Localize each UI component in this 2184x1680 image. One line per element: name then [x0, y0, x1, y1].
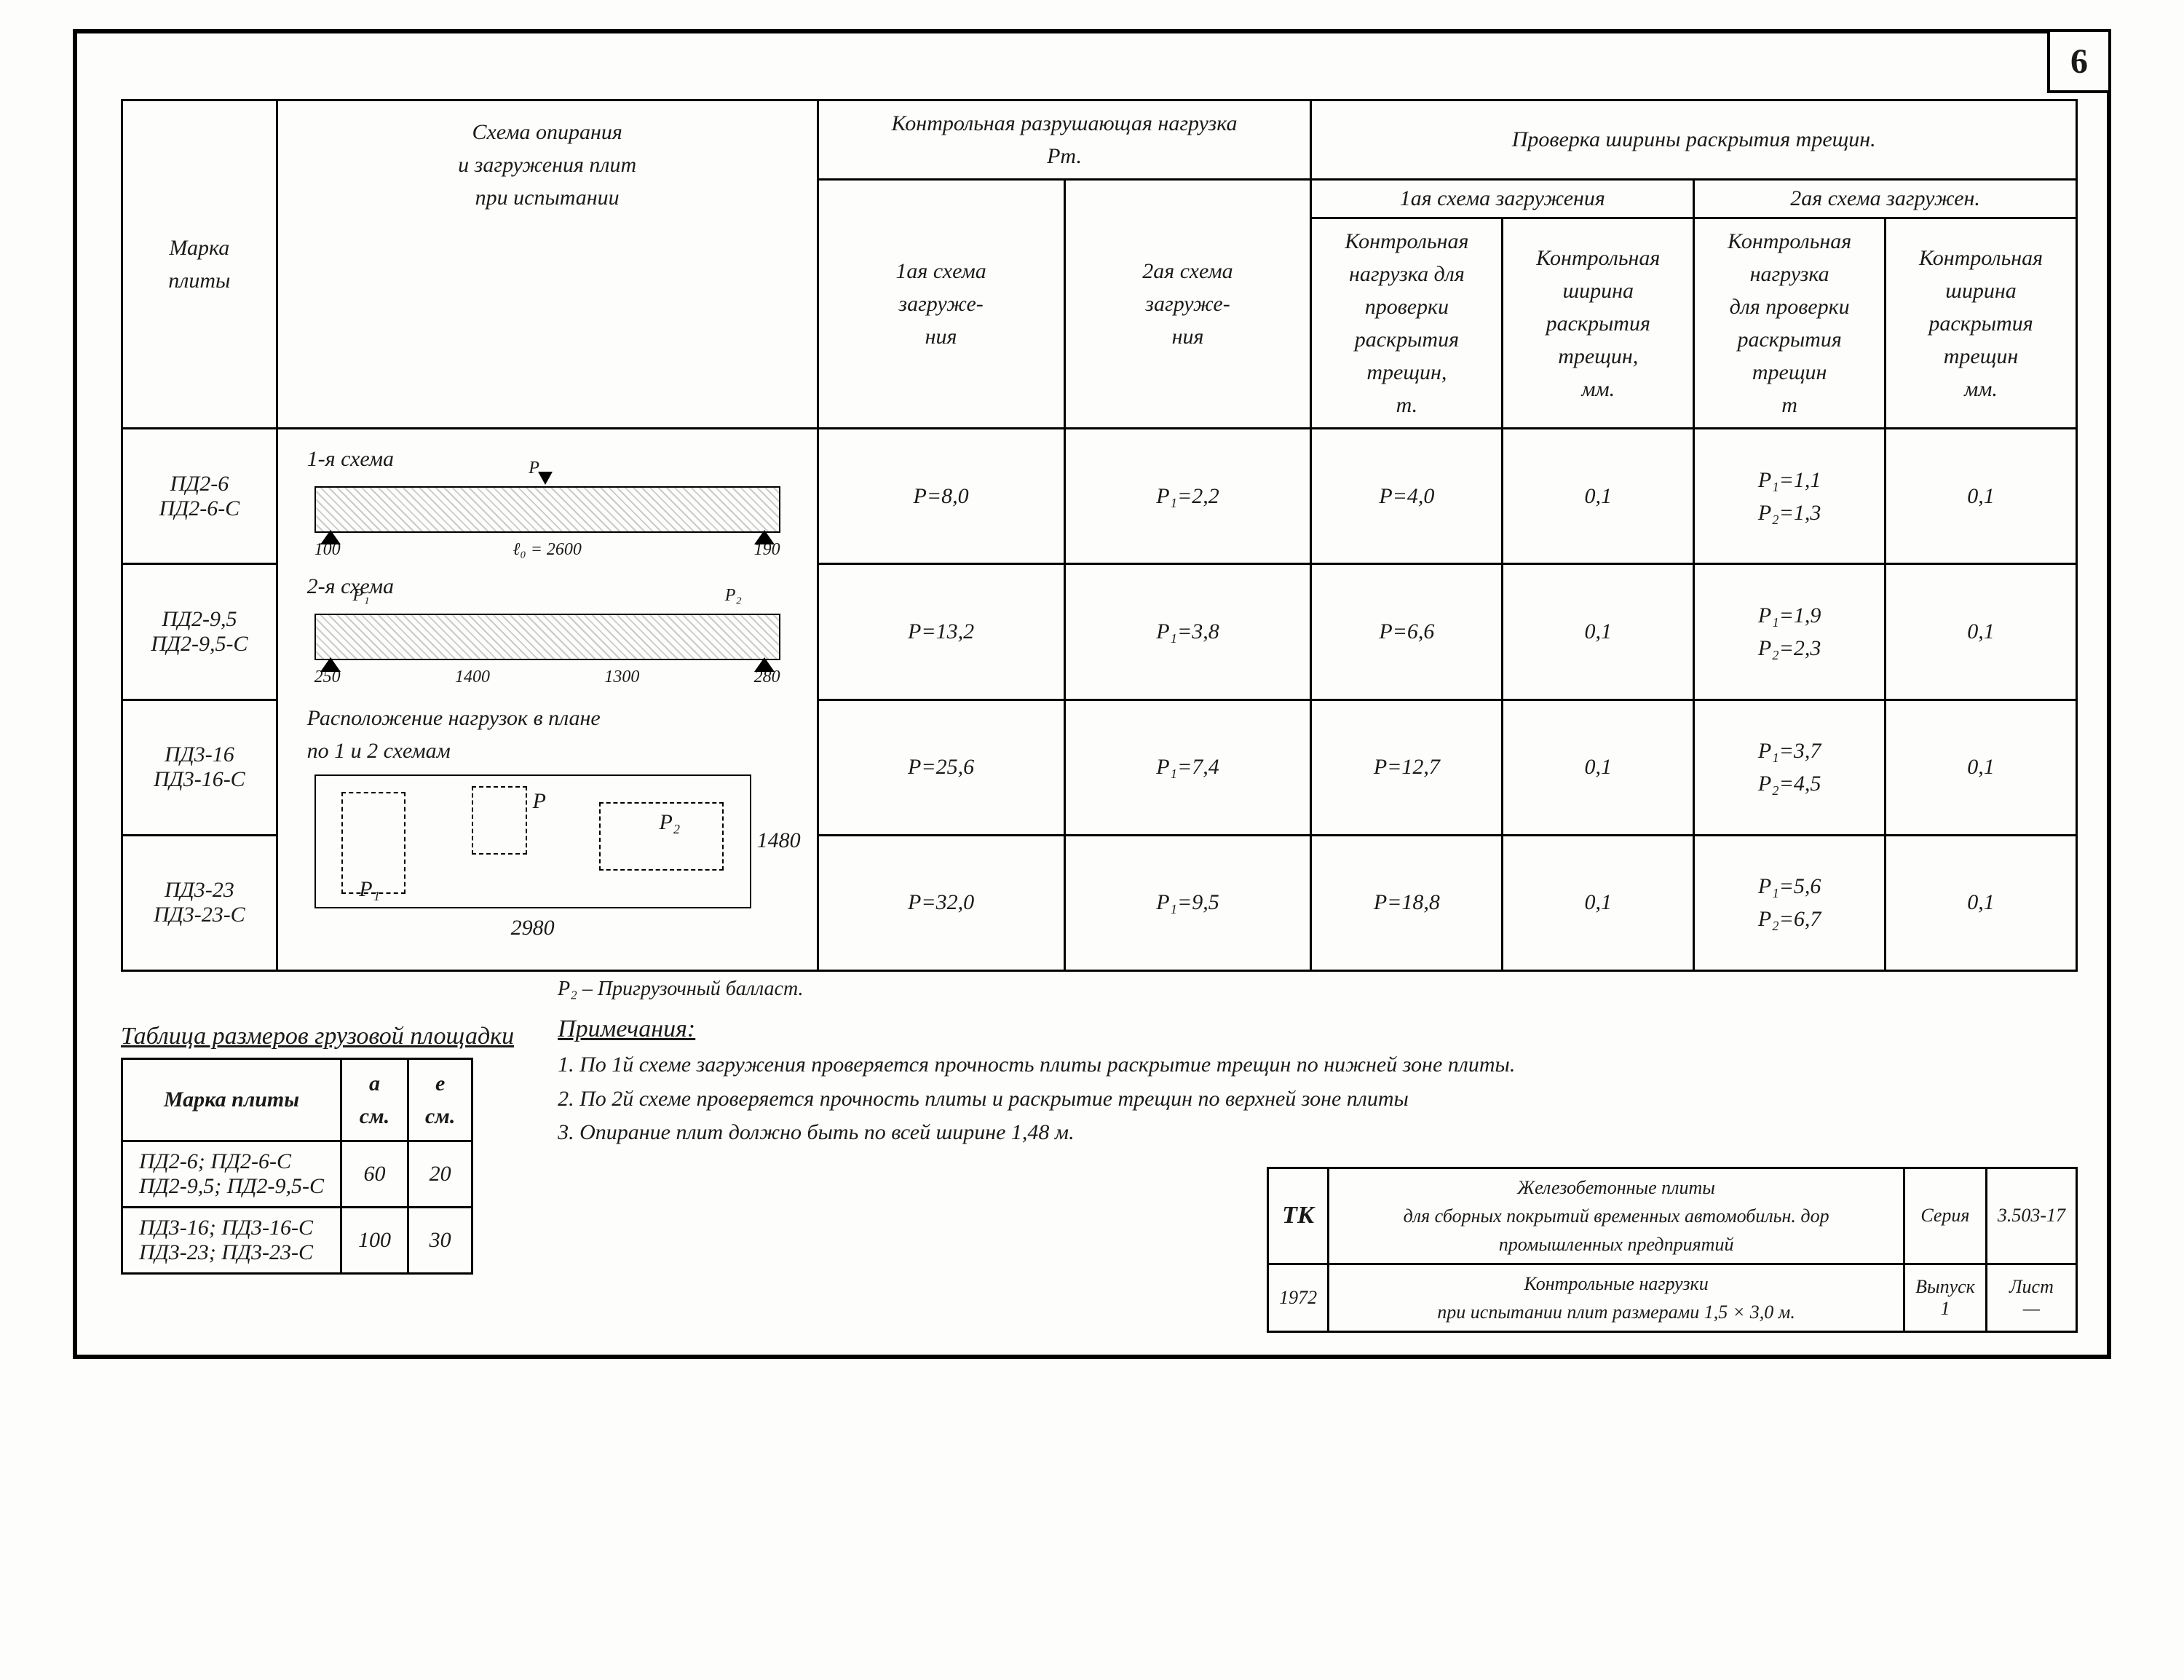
hdr-destruct: Контрольная разру­шающая нагрузка Pт. — [818, 100, 1311, 180]
cell-marka: ПД3-16 ПД3-16-С — [122, 700, 277, 835]
hdr-cl1: Контрольная нагрузка для проверки раскры… — [1311, 218, 1503, 429]
scheme1-label: 1-я схема — [307, 447, 810, 472]
cell-value: P=18,8 — [1311, 835, 1503, 970]
cell-value: 0,1 — [1503, 835, 1694, 970]
plan-p-label: P — [533, 789, 546, 814]
diagram-cell: 1-я схема P 100 ℓ₀ = 2600 190 2-я схема — [277, 429, 818, 971]
diagram-footnote: P₂ – Пригрузочный балласт. — [558, 978, 2078, 1001]
cell-value: P=8,0 — [818, 429, 1064, 564]
cell-value: P=32,0 — [818, 835, 1064, 970]
plan-w-label: 2980 — [314, 916, 751, 940]
sizes-hdr-a: а см. — [341, 1059, 408, 1141]
hdr-s2: 2ая схема загруже- ния — [1064, 180, 1311, 429]
note-item: 3. Опирание плит должно быть по всей шир… — [558, 1118, 2078, 1148]
cell-marka: ПД2-6; ПД2-6-С ПД2-9,5; ПД2-9,5-С — [122, 1141, 341, 1208]
cell-value: P₁=3,8 — [1064, 564, 1311, 700]
cell-value: P₁=9,5 — [1064, 835, 1311, 970]
cell-value: 0,1 — [1886, 564, 2077, 700]
dim-label: 1400 — [455, 667, 490, 687]
load-p2-label: P₂ — [725, 586, 742, 606]
cell-value: P₁=1,9 P₂=2,3 — [1694, 564, 1886, 700]
arrow-down-icon — [538, 472, 553, 485]
cell-value: P=4,0 — [1311, 429, 1503, 564]
support-right-icon — [754, 657, 775, 672]
cell-value: 0,1 — [1886, 835, 2077, 970]
tb-desc1: Железобетонные плиты для сборных покрыти… — [1404, 1177, 1829, 1255]
note-item: 2. По 2й схеме проверяется прочность пли… — [558, 1085, 2078, 1114]
plan-h-label: 1480 — [757, 828, 801, 853]
hdr-cw2: Контрольная ширина раскрытия трещин мм. — [1886, 218, 2077, 429]
cell-marka: ПД3-16; ПД3-16-С ПД3-23; ПД3-23-С — [122, 1208, 341, 1274]
cell-value: 60 — [341, 1141, 408, 1208]
dim-label: ℓ₀ = 2600 — [513, 540, 582, 560]
sizes-title: Таблица размеров грузовой площадки — [121, 1023, 514, 1050]
cell-value: 0,1 — [1503, 564, 1694, 700]
tb-issue: 1 — [1940, 1298, 1950, 1319]
plan-label: Расположение нагрузок в плане по 1 и 2 с… — [307, 702, 810, 767]
sizes-block: Таблица размеров грузовой площадки Марка… — [121, 1015, 514, 1275]
cell-value: P₁=5,6 P₂=6,7 — [1694, 835, 1886, 970]
hdr-crack-s2: 2ая схема загружен. — [1694, 180, 2077, 218]
support-left-icon — [320, 657, 341, 672]
cell-value: P=6,6 — [1311, 564, 1503, 700]
table-row: ПД2-6 ПД2-6-С 1-я схема P 100 ℓ₀ = 2600 … — [122, 429, 2077, 564]
cell-value: P₁=2,2 — [1064, 429, 1311, 564]
beam-diagram-1: P — [314, 486, 780, 533]
cell-value: 0,1 — [1886, 700, 2077, 835]
notes-list: 1. По 1й схеме загружения проверяется пр… — [558, 1050, 2078, 1148]
cell-value: 30 — [408, 1208, 472, 1274]
page-number: 6 — [2047, 29, 2111, 93]
tb-series-lbl: Серия — [1904, 1168, 1987, 1264]
cell-marka: ПД2-9,5 ПД2-9,5-С — [122, 564, 277, 700]
sizes-hdr-e: е см. — [408, 1059, 472, 1141]
tb-tk: ТК — [1268, 1168, 1329, 1264]
cell-value: P₁=1,1 P₂=1,3 — [1694, 429, 1886, 564]
plan-diagram: P₁ P P₂ 1480 — [314, 774, 751, 908]
plan-load-p — [472, 786, 527, 855]
support-left-icon — [320, 530, 341, 544]
hdr-cw1: Контрольная ширина раскрытия трещин, мм. — [1503, 218, 1694, 429]
tb-year: 1972 — [1268, 1264, 1329, 1331]
tb-sheet-lbl: Лист — [2009, 1276, 2054, 1297]
cell-value: P=25,6 — [818, 700, 1064, 835]
cell-value: P₁=7,4 — [1064, 700, 1311, 835]
hdr-s1: 1ая схема загруже- ния — [818, 180, 1064, 429]
load-p1-label: P₁ — [353, 586, 370, 606]
cell-value: 100 — [341, 1208, 408, 1274]
hdr-scheme: Схема опирания и загружения плит при исп… — [277, 100, 818, 429]
tb-desc2: Контрольные нагрузки при испытании плит … — [1437, 1273, 1795, 1323]
cell-value: 0,1 — [1503, 429, 1694, 564]
main-table: Марка плиты Схема опирания и загружения … — [121, 99, 2078, 972]
sizes-hdr-marka: Марка плиты — [122, 1059, 341, 1141]
hdr-crack: Проверка ширины раскрытия трещин. — [1311, 100, 2077, 180]
cell-value: P=12,7 — [1311, 700, 1503, 835]
cell-value: 20 — [408, 1141, 472, 1208]
hdr-cl2: Контрольная нагрузка для проверки раскры… — [1694, 218, 1886, 429]
cell-marka: ПД2-6 ПД2-6-С — [122, 429, 277, 564]
tb-issue-lbl: Выпуск — [1915, 1276, 1975, 1297]
plan-p2-label: P₂ — [660, 810, 681, 835]
tb-series: 3.503-17 — [1986, 1168, 2076, 1264]
dim-label: 1300 — [604, 667, 639, 687]
note-item: 1. По 1й схеме загружения проверяется пр… — [558, 1050, 2078, 1080]
table-row: ПД3-16; ПД3-16-С ПД3-23; ПД3-23-С 100 30 — [122, 1208, 472, 1274]
hdr-marka: Марка плиты — [122, 100, 277, 429]
cell-value: 0,1 — [1886, 429, 2077, 564]
sizes-table: Марка плиты а см. е см. ПД2-6; ПД2-6-С П… — [121, 1058, 473, 1275]
beam-diagram-2: P₁ P₂ — [314, 614, 780, 660]
cell-value: P₁=3,7 P₂=4,5 — [1694, 700, 1886, 835]
support-right-icon — [754, 530, 775, 544]
tb-sheet: — — [2023, 1298, 2040, 1319]
table-row: ПД2-6; ПД2-6-С ПД2-9,5; ПД2-9,5-С 60 20 — [122, 1141, 472, 1208]
plan-p1-label: P₁ — [359, 877, 380, 902]
cell-marka: ПД3-23 ПД3-23-С — [122, 835, 277, 970]
cell-value: P=13,2 — [818, 564, 1064, 700]
hdr-crack-s1: 1ая схема загружения — [1311, 180, 1694, 218]
notes-title: Примечания: — [558, 1015, 2078, 1043]
cell-value: 0,1 — [1503, 700, 1694, 835]
title-block: ТК Железобетонные плиты для сборных покр… — [1267, 1167, 2078, 1333]
